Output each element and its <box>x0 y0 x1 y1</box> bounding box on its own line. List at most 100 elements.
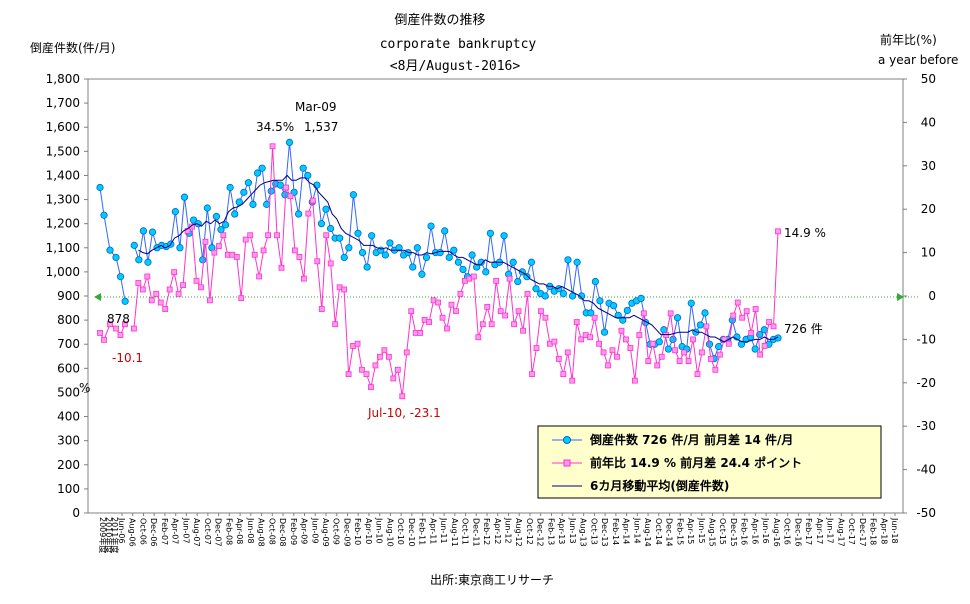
count-point <box>477 258 485 266</box>
count-point <box>774 334 782 342</box>
pct-point <box>636 332 643 338</box>
count-point <box>500 232 508 240</box>
left-axis-ticks: 0 100 200 300 400 500 600 700 800 900 1,000 1,100 1,… <box>46 72 88 520</box>
pct-point <box>569 377 576 384</box>
count-point <box>623 306 631 315</box>
pct-point <box>538 308 544 315</box>
pct-point <box>734 299 741 306</box>
left-tick-label: 1,200 <box>46 217 80 231</box>
x-tick-label: Feb-15 <box>675 518 684 545</box>
pct-point <box>703 323 710 330</box>
pct-point <box>515 308 522 315</box>
pct-point <box>122 321 128 328</box>
pct-point <box>327 260 334 267</box>
right-tick-label: 10 <box>921 246 936 260</box>
count-point <box>386 239 394 247</box>
x-tick-label: Feb-18 <box>869 518 878 545</box>
left-tick-label: 200 <box>57 458 80 472</box>
x-tick-label: Dec-07 <box>214 518 223 547</box>
x-tick-label: Apr-12 <box>493 518 502 544</box>
left-tick-label: 700 <box>57 337 80 351</box>
legend-marker-count <box>563 436 571 444</box>
pct-point <box>368 384 374 391</box>
count-point <box>591 277 599 286</box>
x-tick-label: Aug-16 <box>772 518 781 547</box>
left-tick-label: 1,400 <box>46 168 80 182</box>
pct-point <box>323 232 330 239</box>
count-point <box>322 205 330 213</box>
right-tick-label: -10 <box>916 332 936 346</box>
x-tick-label: Aug-10 <box>385 518 394 547</box>
source-note: 出所:東京商工リサーチ <box>430 572 554 587</box>
pct-point <box>215 243 222 249</box>
x-tick-label: Apr-15 <box>686 518 695 544</box>
annotation-first-count: 878 <box>107 312 130 326</box>
count-point <box>587 309 595 317</box>
count-point <box>619 316 627 324</box>
pct-point <box>332 321 339 328</box>
legend-label-pct: 前年比 14.9 % 前月差 24.4 ポイント <box>590 455 802 470</box>
pct-point <box>439 314 446 321</box>
pct-point <box>345 371 352 378</box>
left-tick-label: 1,300 <box>46 193 80 207</box>
count-point <box>276 181 284 189</box>
x-tick-label: Feb-07 <box>160 518 169 545</box>
count-point <box>96 183 104 192</box>
count-point <box>100 211 108 219</box>
series-layer <box>96 138 782 400</box>
right-tick-label: 20 <box>921 202 936 216</box>
pct-point <box>394 366 401 373</box>
pct-point <box>560 371 567 378</box>
count-point <box>445 253 453 262</box>
right-tick-label: 30 <box>921 159 936 173</box>
x-tick-label: Oct-15 <box>718 518 727 545</box>
x-tick-label: Oct-09 <box>332 518 341 545</box>
count-point <box>660 326 668 334</box>
left-axis-label: 倒産件数(件/月) <box>30 40 115 55</box>
x-tick-label: Dec-10 <box>407 518 416 547</box>
count-point <box>473 263 481 271</box>
pct-point <box>685 358 692 365</box>
x-tick-label: Feb-13 <box>546 518 555 545</box>
pct-point <box>403 349 410 356</box>
pct-point <box>292 247 298 254</box>
count-point <box>568 292 577 300</box>
pct-point <box>739 314 746 321</box>
pct-point <box>681 349 687 356</box>
count-point <box>596 297 604 305</box>
left-tick-label: 400 <box>57 410 80 424</box>
count-point <box>395 244 403 252</box>
pct-point <box>341 286 348 293</box>
count-point <box>468 251 476 259</box>
count-point <box>441 227 449 235</box>
pct-point <box>198 284 204 291</box>
pct-point <box>135 280 142 286</box>
left-tick-label: 800 <box>57 313 80 327</box>
count-point <box>368 232 376 240</box>
x-tick-label: Dec-09 <box>342 518 351 547</box>
x-tick-label: Jun-17 <box>826 517 835 544</box>
count-point <box>687 299 695 307</box>
pct-point <box>296 254 303 260</box>
pct-point <box>318 306 325 312</box>
pct-point <box>148 297 155 304</box>
pct-point <box>238 295 245 302</box>
left-tick-label: 0 <box>72 506 80 520</box>
count-point <box>345 244 353 252</box>
x-tick-label: Feb-08 <box>224 518 233 545</box>
x-tick-label: Jun-10 <box>375 517 384 544</box>
pct-point <box>694 371 701 378</box>
pct-point <box>314 258 321 265</box>
left-tick-label: 100 <box>57 482 80 496</box>
count-point <box>130 241 138 249</box>
pct-point <box>564 349 571 356</box>
pct-point <box>166 286 173 293</box>
legend-marker-pct <box>563 459 571 467</box>
annotation-latest-count: 726 件 <box>784 322 823 336</box>
pct-point <box>654 362 661 369</box>
pct-point <box>542 314 549 321</box>
x-tick-label: Apr-08 <box>235 518 244 544</box>
x-tick-label: Dec-13 <box>600 518 609 547</box>
pct-point <box>354 340 361 347</box>
pct-point <box>533 345 540 351</box>
